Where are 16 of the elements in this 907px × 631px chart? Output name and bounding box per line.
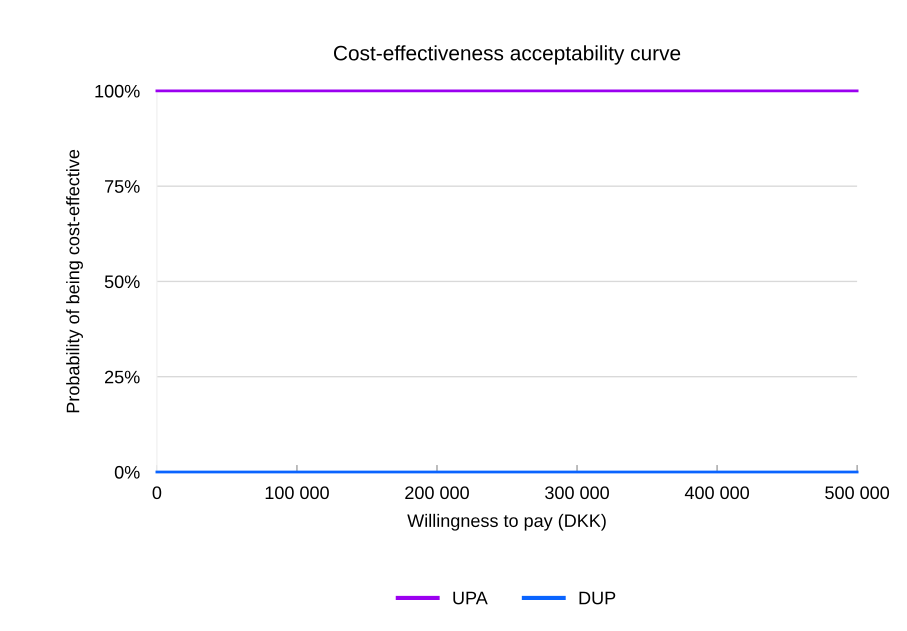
legend-label: DUP — [580, 592, 616, 604]
y-tick-label: 100% — [95, 84, 140, 98]
x-tick-label: 200 000 — [405, 486, 469, 500]
legend-label: UPA — [453, 592, 488, 604]
y-axis-title: Probability of being cost-effective — [66, 150, 83, 412]
y-tick-label: 0% — [114, 466, 140, 479]
y-tick-label: 25% — [105, 370, 140, 384]
y-tick-label: 50% — [104, 275, 140, 288]
x-tick-label: 0 — [152, 486, 162, 500]
x-tick-label: 100 000 — [266, 486, 329, 500]
chart-title: Cost-effectiveness acceptability curve — [334, 45, 680, 65]
x-tick-label: 300 000 — [545, 486, 609, 500]
x-tick-label: 500 000 — [825, 486, 890, 500]
y-tick-label: 75% — [105, 180, 140, 193]
x-axis-title: Willingness to pay (DKK) — [407, 514, 606, 531]
x-tick-label: 400 000 — [684, 486, 750, 500]
